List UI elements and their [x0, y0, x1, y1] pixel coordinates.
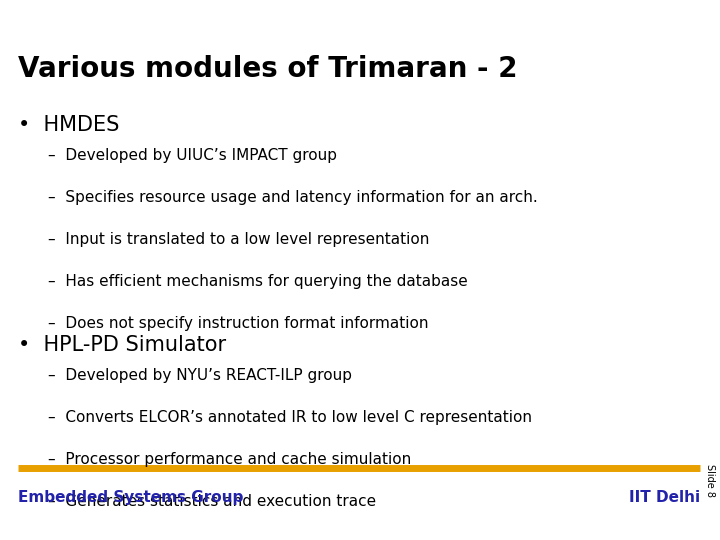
- Text: –  Developed by NYU’s REACT-ILP group: – Developed by NYU’s REACT-ILP group: [48, 368, 352, 383]
- Text: Slide 8: Slide 8: [705, 463, 715, 496]
- Text: –  Converts ELCOR’s annotated IR to low level C representation: – Converts ELCOR’s annotated IR to low l…: [48, 410, 532, 425]
- Text: –  Specifies resource usage and latency information for an arch.: – Specifies resource usage and latency i…: [48, 190, 538, 205]
- Text: –  Input is translated to a low level representation: – Input is translated to a low level rep…: [48, 232, 429, 247]
- Text: Embedded Systems Group: Embedded Systems Group: [18, 490, 243, 505]
- Text: –  Does not specify instruction format information: – Does not specify instruction format in…: [48, 316, 428, 331]
- Text: –  Has efficient mechanisms for querying the database: – Has efficient mechanisms for querying …: [48, 274, 468, 289]
- Text: –  Processor performance and cache simulation: – Processor performance and cache simula…: [48, 452, 411, 467]
- Text: –  Generates statistics and execution trace: – Generates statistics and execution tra…: [48, 494, 376, 509]
- Text: –  Developed by UIUC’s IMPACT group: – Developed by UIUC’s IMPACT group: [48, 148, 337, 163]
- Text: IIT Delhi: IIT Delhi: [629, 490, 700, 505]
- Text: •  HMDES: • HMDES: [18, 115, 120, 135]
- Text: •  HPL-PD Simulator: • HPL-PD Simulator: [18, 335, 226, 355]
- Text: Various modules of Trimaran - 2: Various modules of Trimaran - 2: [18, 55, 518, 83]
